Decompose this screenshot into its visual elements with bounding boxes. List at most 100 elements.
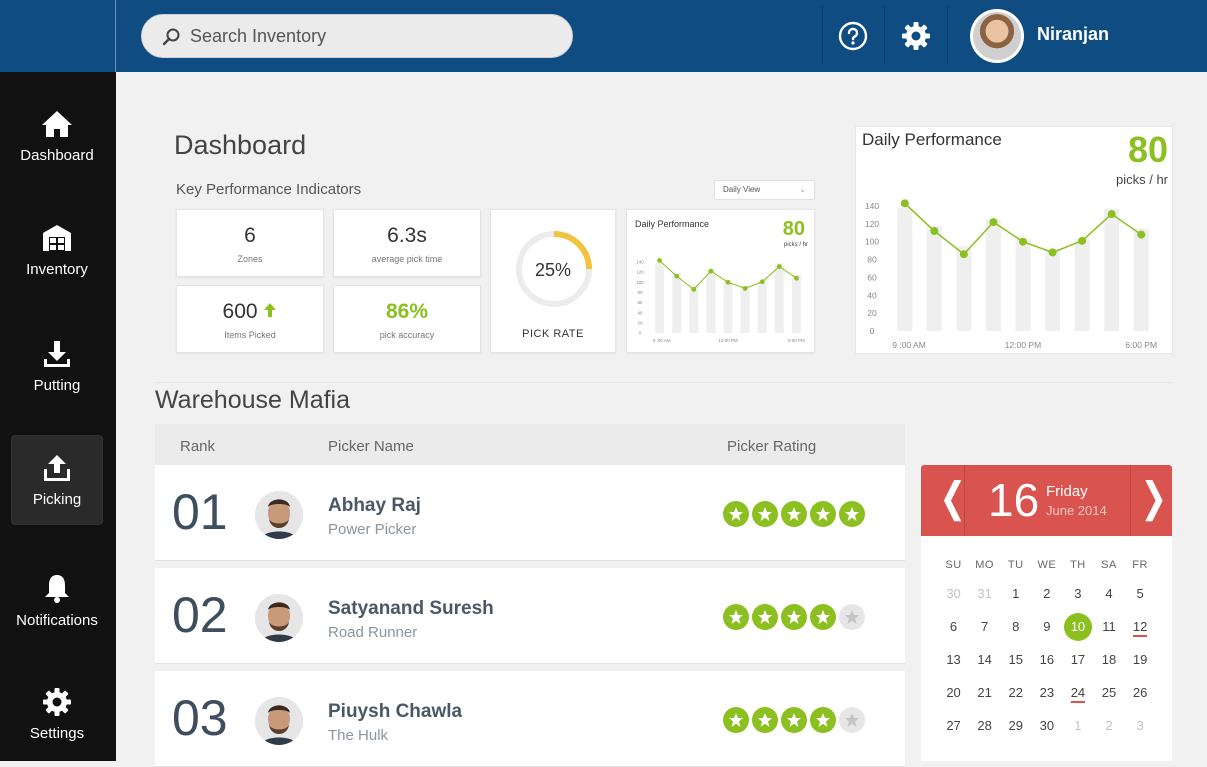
data-point	[1137, 230, 1146, 239]
calendar-day-cell[interactable]: 17	[1062, 652, 1093, 667]
calendar-day-cell[interactable]: 19	[1125, 652, 1156, 667]
calendar-day-cell[interactable]: 4	[1093, 586, 1124, 601]
data-point	[708, 268, 714, 274]
calendar-day-cell[interactable]: 26	[1125, 685, 1156, 700]
sidebar-item-putting[interactable]: Putting	[12, 322, 102, 410]
picker-rating	[723, 707, 865, 733]
calendar-day-cell[interactable]: 9	[1031, 619, 1062, 634]
chart-bar	[774, 263, 784, 333]
calendar-day-cell[interactable]: 23	[1031, 685, 1062, 700]
star-icon	[752, 604, 778, 630]
calendar-grid: SU MO TU WE TH SA FR 30 31 1 2 3 4 5 6 7 8 9 10 11 12 13 14 15 1…	[938, 553, 1156, 742]
calendar-day-cell[interactable]: 3	[1125, 718, 1156, 733]
calendar-day-cell[interactable]: 31	[969, 586, 1000, 601]
calendar-day-number: 28	[977, 718, 992, 733]
chevron-right-icon[interactable]: ❭	[1137, 476, 1171, 520]
calendar-day-cell[interactable]: 27	[938, 718, 969, 733]
sidebar-item-notifications[interactable]: Notifications	[12, 556, 102, 644]
calendar-day-cell[interactable]: 24	[1062, 685, 1093, 703]
calendar-weekday-header: FR	[1132, 559, 1148, 571]
calendar-day-cell[interactable]: 15	[1000, 652, 1031, 667]
x-tick-label: 12:00 PM	[1005, 340, 1041, 350]
calendar-day-cell[interactable]: 29	[1000, 718, 1031, 733]
calendar-day-cell[interactable]: 13	[938, 652, 969, 667]
sidebar-item-inventory[interactable]: Inventory	[12, 206, 102, 294]
calendar-day-cell[interactable]: 3	[1062, 586, 1093, 601]
gear-icon	[43, 687, 71, 716]
y-tick-label: 140	[865, 201, 879, 211]
calendar-day-cell[interactable]: 28	[969, 718, 1000, 733]
picker-title: The Hulk	[328, 727, 389, 744]
calendar-day-cell[interactable]: 30	[938, 586, 969, 601]
bell-icon	[45, 574, 69, 603]
header-divider	[884, 6, 885, 64]
calendar-day-cell[interactable]: 10	[1062, 612, 1093, 641]
calendar-day-cell[interactable]: 7	[969, 619, 1000, 634]
gear-icon	[902, 22, 930, 50]
user-avatar[interactable]	[970, 9, 1024, 63]
table-row[interactable]: 02 Satyanand Suresh Road Runner	[155, 568, 905, 664]
table-row[interactable]: 03 Piuysh Chawla The Hulk	[155, 671, 905, 767]
username[interactable]: Niranjan	[1037, 24, 1110, 44]
chart-bar	[740, 286, 750, 333]
kpi-card-items-picked: 600 Items Picked	[176, 285, 324, 353]
sidebar-item-settings[interactable]: Settings	[12, 670, 102, 758]
calendar-day-number: 29	[1008, 718, 1023, 733]
calendar-day-cell[interactable]: 21	[969, 685, 1000, 700]
calendar-day-number: 5	[1136, 586, 1144, 601]
data-point	[1107, 210, 1116, 219]
calendar-weekday-header: SA	[1101, 559, 1117, 571]
calendar-day-cell[interactable]: 16	[1031, 652, 1062, 667]
kpi-label: pick accuracy	[379, 330, 435, 340]
data-point	[900, 199, 909, 208]
calendar-day-cell[interactable]: 11	[1093, 619, 1124, 634]
calendar-day-cell[interactable]: 12	[1125, 619, 1156, 637]
rank-number: 02	[172, 587, 228, 643]
calendar-day-cell[interactable]: 2	[1093, 718, 1124, 733]
calendar-day-cell[interactable]: 1	[1062, 718, 1093, 733]
calendar-day-cell[interactable]: 6	[938, 619, 969, 634]
calendar-day-number: 2	[1105, 718, 1113, 733]
calendar-day-cell[interactable]: 22	[1000, 685, 1031, 700]
calendar-day-number: 18	[1101, 652, 1117, 667]
mini-chart-value: 80	[782, 218, 805, 240]
y-tick-label: 0	[870, 326, 875, 336]
upload-icon	[44, 454, 70, 481]
calendar-day-cell[interactable]: 1	[1000, 586, 1031, 601]
y-tick-label: 120	[865, 219, 879, 229]
chart-bar	[1045, 248, 1061, 331]
calendar-day-cell[interactable]: 8	[1000, 619, 1031, 634]
kpi-section-title: Key Performance Indicators	[176, 181, 362, 198]
calendar-day-cell[interactable]: 18	[1093, 652, 1124, 667]
table-row[interactable]: 01 Abhay Raj Power Picker	[155, 465, 905, 561]
calendar-day-number: 23	[1039, 685, 1055, 700]
pick-rate-card: 25% PICK RATE	[490, 209, 616, 353]
calendar-day-number: 25	[1101, 685, 1117, 700]
calendar-day-cell[interactable]: 5	[1125, 586, 1156, 601]
kpi-label: Items Picked	[224, 330, 276, 340]
arrow-up-icon	[264, 303, 277, 317]
help-button[interactable]	[822, 0, 884, 72]
star-icon	[781, 501, 807, 527]
chart-bar	[706, 269, 716, 333]
leaderboard-title: Warehouse Mafia	[155, 386, 350, 414]
sidebar-item-dashboard[interactable]: Dashboard	[12, 92, 102, 180]
chevron-left-icon[interactable]: ❬	[936, 476, 970, 520]
calendar-day-cell[interactable]: 30	[1031, 718, 1062, 733]
calendar-day-cell[interactable]: 14	[969, 652, 1000, 667]
calendar-day-cell[interactable]: 2	[1031, 586, 1062, 601]
calendar-day-number: 10	[1063, 612, 1092, 641]
data-point	[776, 264, 782, 269]
sidebar-item-picking[interactable]: Picking	[12, 436, 102, 524]
calendar-day-number: 31	[977, 586, 992, 601]
view-select[interactable]: Daily View ⌄	[714, 180, 815, 200]
star-icon	[839, 707, 865, 733]
calendar-day-cell[interactable]: 25	[1093, 685, 1124, 700]
data-point	[989, 218, 998, 227]
star-icon	[781, 707, 807, 733]
search-box[interactable]	[141, 14, 573, 58]
search-input[interactable]	[190, 15, 550, 57]
settings-button[interactable]	[885, 0, 947, 72]
sidebar-item-label: Picking	[32, 490, 82, 508]
calendar-day-cell[interactable]: 20	[938, 685, 969, 700]
